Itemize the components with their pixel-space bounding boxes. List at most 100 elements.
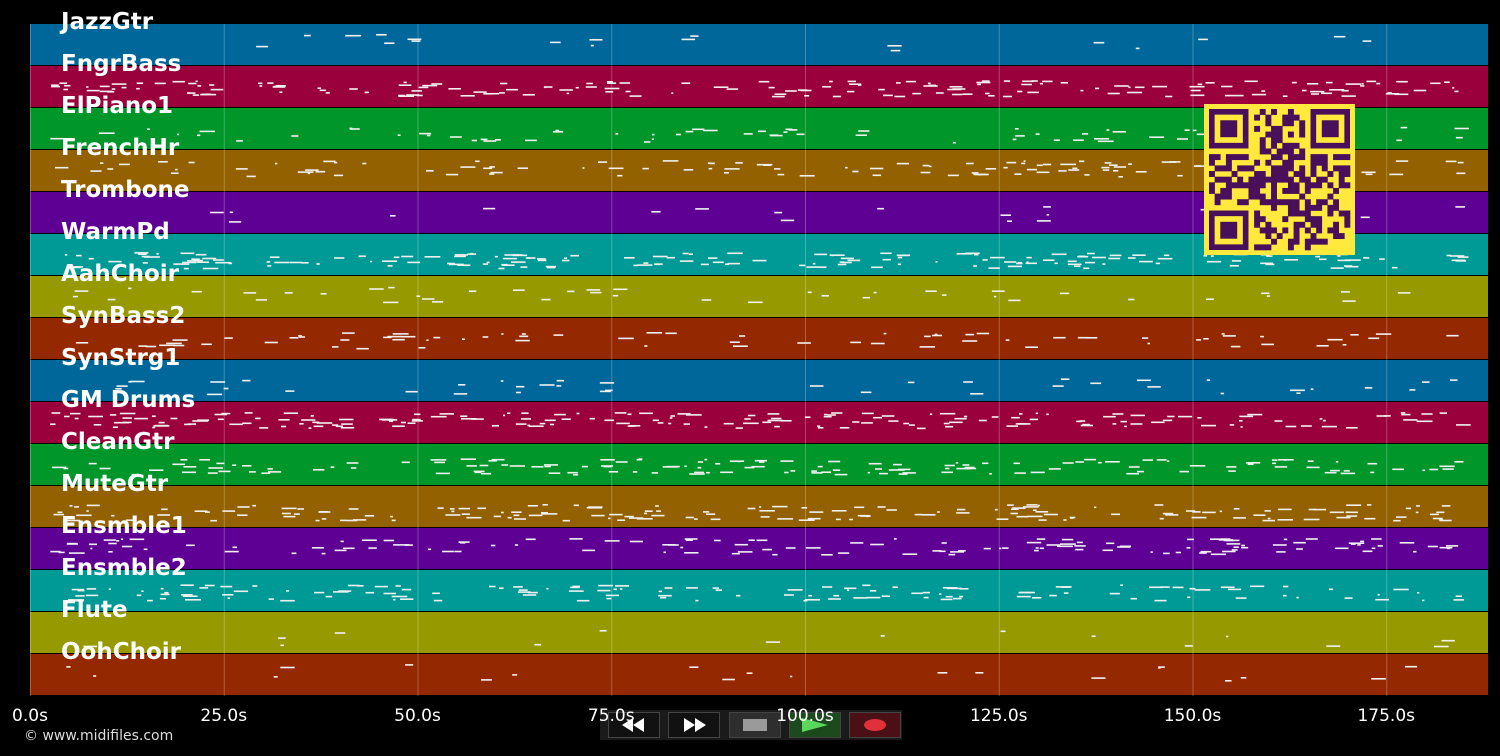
note xyxy=(762,421,772,424)
note xyxy=(976,81,991,84)
note xyxy=(64,84,71,87)
note xyxy=(129,380,145,383)
note xyxy=(1130,414,1145,417)
note xyxy=(1006,425,1019,427)
note xyxy=(398,94,405,97)
note xyxy=(416,94,423,97)
note xyxy=(817,425,821,427)
note xyxy=(586,289,601,291)
note xyxy=(1395,160,1409,162)
track-lane[interactable] xyxy=(30,360,1488,401)
note xyxy=(398,84,412,86)
play-button[interactable] xyxy=(789,712,841,738)
track-lane[interactable] xyxy=(30,318,1488,359)
note xyxy=(216,462,225,465)
note xyxy=(543,86,553,88)
fast-forward-button[interactable] xyxy=(668,712,720,738)
track-lane[interactable] xyxy=(30,24,1488,65)
note xyxy=(1241,544,1245,547)
track-lane[interactable] xyxy=(30,276,1488,317)
note xyxy=(1042,80,1053,83)
note xyxy=(665,332,677,335)
note xyxy=(1060,82,1068,84)
note xyxy=(1210,255,1214,257)
note xyxy=(1038,519,1047,521)
note xyxy=(809,385,824,387)
note xyxy=(522,594,537,596)
note xyxy=(616,422,630,425)
note xyxy=(1070,517,1074,519)
note xyxy=(161,508,168,511)
note xyxy=(537,258,546,260)
note xyxy=(481,472,492,475)
note xyxy=(1449,255,1465,257)
note xyxy=(847,80,856,83)
note xyxy=(586,82,593,85)
note xyxy=(974,253,979,256)
note xyxy=(400,598,414,600)
note xyxy=(877,207,884,210)
record-button[interactable] xyxy=(849,712,901,738)
track-lane[interactable] xyxy=(30,612,1488,653)
note xyxy=(422,84,438,87)
note xyxy=(242,422,252,425)
note xyxy=(658,590,662,593)
note xyxy=(758,461,765,463)
note xyxy=(1205,82,1215,84)
note xyxy=(142,262,148,264)
note xyxy=(1351,543,1356,545)
note xyxy=(457,264,471,266)
note xyxy=(808,594,812,597)
note xyxy=(460,542,466,544)
note xyxy=(1396,516,1407,518)
note xyxy=(229,211,234,214)
note xyxy=(188,82,197,85)
note xyxy=(229,423,243,426)
note xyxy=(1313,508,1327,511)
note xyxy=(807,517,821,520)
track-lane[interactable] xyxy=(30,402,1488,443)
tick-label: 75.0s xyxy=(587,706,635,726)
note xyxy=(1229,94,1244,97)
note xyxy=(1274,420,1283,422)
note xyxy=(333,591,349,593)
note xyxy=(215,261,231,264)
stop-button[interactable] xyxy=(729,712,781,738)
note xyxy=(1201,424,1216,427)
note xyxy=(676,133,681,136)
note xyxy=(991,416,999,418)
note xyxy=(1454,461,1464,463)
note xyxy=(1365,173,1373,176)
note xyxy=(1283,538,1288,541)
track-lane[interactable] xyxy=(30,654,1488,695)
note xyxy=(445,173,459,176)
note xyxy=(144,256,160,258)
note xyxy=(1059,292,1070,295)
note xyxy=(1018,591,1032,594)
note xyxy=(637,264,653,266)
copyright-text: © www.midifiles.com xyxy=(24,728,174,744)
note xyxy=(1105,461,1120,463)
note xyxy=(832,469,841,471)
note xyxy=(1068,169,1080,171)
note xyxy=(285,390,295,392)
note xyxy=(759,506,762,508)
note xyxy=(822,586,833,588)
rewind-button[interactable] xyxy=(608,712,660,738)
note xyxy=(86,86,89,88)
track-lane[interactable] xyxy=(30,444,1488,485)
track-lane[interactable] xyxy=(30,570,1488,611)
note xyxy=(976,332,990,335)
note xyxy=(549,423,555,426)
note xyxy=(965,333,975,336)
note xyxy=(507,516,512,519)
note xyxy=(925,290,937,292)
track-lane[interactable] xyxy=(30,486,1488,527)
note xyxy=(541,298,551,301)
note xyxy=(1439,465,1455,468)
note xyxy=(419,132,432,135)
note xyxy=(1035,133,1040,135)
note xyxy=(935,92,944,94)
note xyxy=(1158,666,1165,668)
note xyxy=(1016,515,1028,518)
